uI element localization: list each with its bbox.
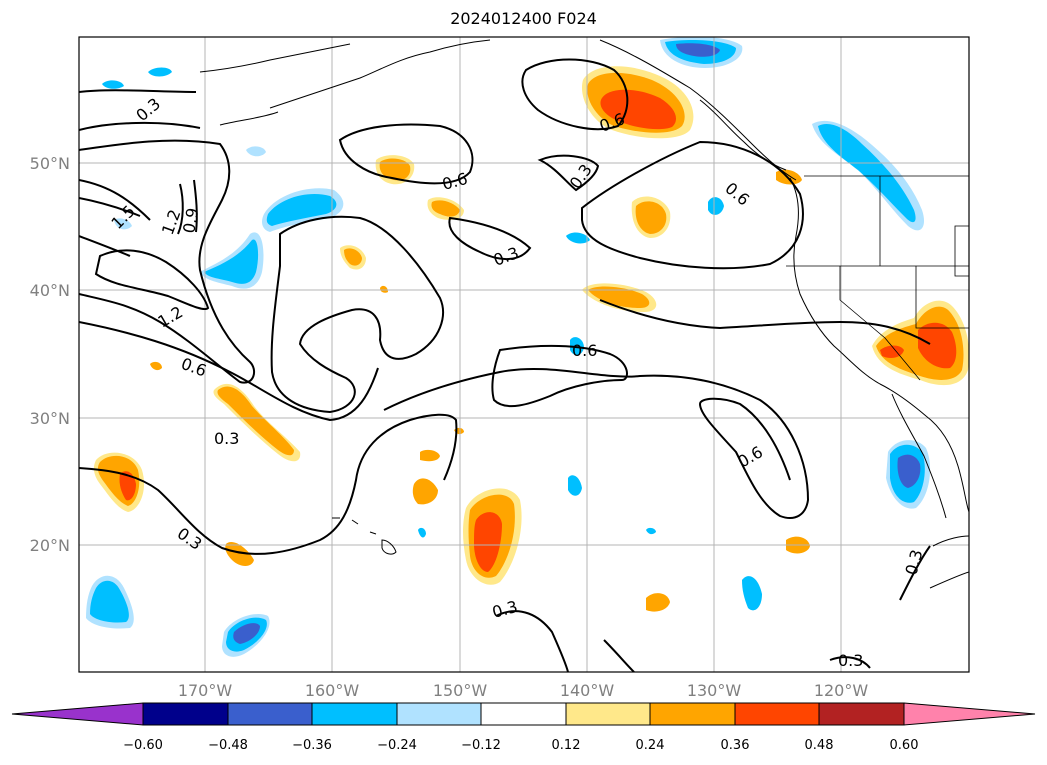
negative-anomaly-small-6 [708,197,724,215]
contour-label: 0.6 [572,341,597,360]
negative-anomaly-small-1 [102,80,124,89]
colorbar-ticks-group: −0.60 −0.48 −0.36 −0.24 −0.12 0.12 0.24 … [123,738,918,753]
positive-anomaly-140w-40n [582,283,657,312]
lon-label-160w: 160°W [305,681,360,700]
graticule [79,37,969,672]
positive-anomaly-small-4 [646,593,670,612]
lon-label-150w: 150°W [433,681,488,700]
negative-anomaly-small-4 [114,218,132,230]
longitude-labels: 170°W 160°W 150°W 140°W 130°W 120°W [178,681,869,700]
negative-anomaly-small-2 [148,67,172,77]
colorbar-tick: 0.24 [636,738,665,753]
colorbar-bin [142,702,229,726]
positive-anomaly-small-6 [150,361,162,371]
colorbar-bin [565,702,651,726]
negative-anomaly-162w-47n [262,188,344,232]
lon-label-130w: 130°W [687,681,742,700]
contour-label-group: 0.3 1.5 1.2 0.9 1.2 0.6 0.3 0.3 0.6 0.3 … [107,94,926,670]
negative-anomaly-baja [886,440,931,509]
positive-anomaly-small-1 [225,541,254,566]
lat-label-50n: 50°N [30,154,70,173]
state-borders [786,175,969,381]
colorbar-tick: −0.24 [377,738,417,753]
colorbar-tick: −0.48 [208,738,248,753]
colorbar-extend-high [903,702,1036,726]
contour-label: 0.3 [214,429,239,448]
map-plot-area [79,37,969,672]
colorbar-bin [480,702,567,726]
colorbar-tick: 0.36 [721,738,750,753]
positive-anomaly-small-3 [420,449,440,462]
colorbar-bin [818,702,905,726]
positive-anomaly-167w-32n [213,383,301,462]
colorbar-tick: −0.60 [123,738,163,753]
negative-anomaly-175w-16n [86,575,134,629]
lon-label-120w: 120°W [814,681,869,700]
map-title: 2024012400 F024 [450,9,597,28]
colorbar-tick: 0.12 [552,738,581,753]
negative-anomaly-small-5 [566,232,590,244]
contour-lines [79,58,931,672]
negative-anomaly-small-9 [742,576,762,611]
colorbar [11,702,1036,726]
lon-label-170w: 170°W [178,681,233,700]
colorbar-tick: 0.48 [805,738,834,753]
lat-label-30n: 30°N [30,409,70,428]
negative-anomaly-small-3 [246,146,266,157]
negative-anomaly-bc-coast [660,37,743,68]
lon-label-140w: 140°W [560,681,615,700]
contour-label: 0.3 [838,651,863,670]
negative-anomaly-small-11 [646,527,656,535]
negative-anomaly-167w-42n [200,232,264,289]
positive-anomaly-california [872,300,969,386]
islands [332,517,397,555]
positive-anomaly-central-pacific-20n [463,488,522,585]
positive-anomaly-176w-25n [93,452,145,512]
shaded-anomalies [86,37,969,657]
colorbar-extend-low [11,702,144,726]
negative-anomaly-small-10 [418,527,426,538]
colorbar-bin [311,702,398,726]
colorbar-tick: −0.36 [292,738,332,753]
negative-anomaly-small-8 [568,475,582,496]
lat-label-40n: 40°N [30,281,70,300]
negative-anomaly-163w-13n [222,613,270,657]
colorbar-bin [649,702,736,726]
colorbar-bin [227,702,313,726]
lat-label-20n: 20°N [30,536,70,555]
colorbar-bin [396,702,482,726]
map-frame [78,36,970,673]
contour-label: 0.9 [179,206,202,234]
positive-anomaly-small-2 [412,478,438,505]
colorbar-bin [734,702,820,726]
colorbar-tick: 0.60 [890,738,919,753]
colorbar-tick: −0.12 [461,738,501,753]
latitude-labels: 50°N 40°N 30°N 20°N [30,154,70,555]
positive-anomaly-gulf-of-alaska [581,66,694,139]
positive-anomaly-small-7 [380,285,388,293]
